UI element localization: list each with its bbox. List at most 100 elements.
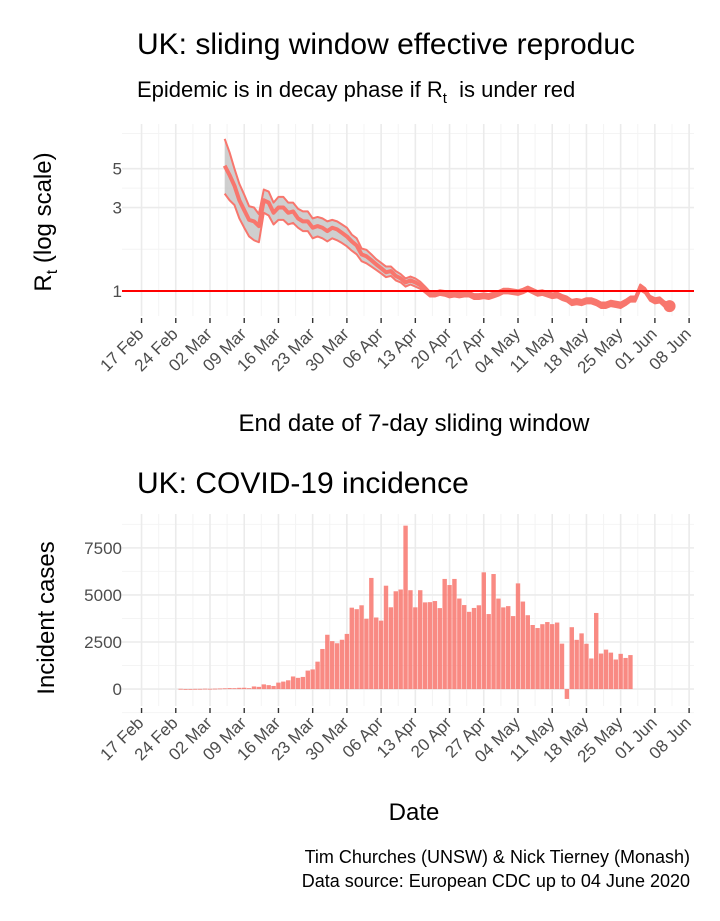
incidence-chart-title: UK: COVID-19 incidence <box>137 467 469 500</box>
incidence-bar <box>628 655 633 690</box>
incidence-bar <box>344 633 350 690</box>
incidence-bar <box>227 688 232 690</box>
incidence-bar <box>178 688 183 690</box>
rt-confidence-ribbon <box>224 138 670 309</box>
incidence-bar <box>246 688 252 690</box>
rt-chart-title: UK: sliding window effective reproduc <box>137 28 635 61</box>
incidence-y-tick-label: 7500 <box>84 539 122 558</box>
incidence-bar <box>330 641 335 690</box>
incidence-bar <box>383 585 389 690</box>
incidence-bar <box>618 653 623 690</box>
incidence-bar <box>364 618 369 690</box>
incidence-bar <box>359 605 364 690</box>
incidence-bar <box>237 687 242 690</box>
incidence-bar <box>574 639 579 690</box>
incidence-bar <box>481 572 486 690</box>
incidence-bar <box>266 685 271 690</box>
incidence-bar <box>579 633 584 690</box>
incidence-bar <box>466 611 472 690</box>
rt-latest-point <box>663 300 676 313</box>
rt-estimate-line <box>222 164 671 308</box>
rt-y-axis-title: Rt (log scale) <box>30 152 61 291</box>
incidence-y-tick-label: 2500 <box>84 633 122 652</box>
rt-y-tick-label: 5 <box>113 160 122 179</box>
incidence-bar <box>251 686 257 690</box>
incidence-bar <box>256 686 262 690</box>
incidence-bar <box>334 643 340 690</box>
incidence-y-tick-label: 5000 <box>84 586 122 605</box>
incidence-bar <box>408 590 413 690</box>
incidence-bar <box>398 589 403 690</box>
incidence-bar <box>198 688 203 690</box>
incidence-bar <box>193 688 198 690</box>
incidence-bar <box>300 676 306 690</box>
incidence-bar <box>535 628 540 690</box>
incidence-bar <box>530 625 535 690</box>
incidence-y-axis-title: Incident cases <box>33 541 60 694</box>
incidence-bar <box>369 577 374 690</box>
incidence-bar <box>594 612 599 690</box>
incidence-bar <box>623 657 628 690</box>
incidence-bar <box>442 578 447 690</box>
incidence-bar <box>286 680 291 690</box>
rt-chart: UK: sliding window effective reproduc Ep… <box>30 28 695 437</box>
incidence-y-tick-label: 0 <box>113 680 122 699</box>
incidence-x-axis-title: Date <box>389 799 440 826</box>
incidence-bar <box>506 606 511 690</box>
rt-y-tick-label: 3 <box>113 199 122 218</box>
incidence-bar <box>276 682 281 690</box>
incidence-bar <box>217 688 222 690</box>
incidence-bar <box>325 634 330 690</box>
incidence-bar <box>525 615 530 690</box>
incidence-bar <box>520 601 526 690</box>
incidence-bar <box>232 688 237 690</box>
incidence-bar <box>315 661 320 690</box>
incidence-bar <box>281 681 286 690</box>
rt-chart-subtitle: Epidemic is in decay phase if Rt is unde… <box>137 77 575 107</box>
incidence-bar <box>476 605 482 690</box>
incidence-bar <box>290 676 296 690</box>
incidence-bar <box>457 598 462 690</box>
rt-y-tick-label: 1 <box>113 282 122 301</box>
incidence-bar <box>418 590 423 690</box>
incidence-bar <box>554 622 560 690</box>
incidence-bar <box>447 585 452 690</box>
incidence-bar <box>349 607 354 690</box>
incidence-bar <box>486 614 491 690</box>
incidence-bar <box>212 688 218 690</box>
incidence-bar <box>261 684 266 690</box>
incidence-bar <box>496 598 501 690</box>
incidence-bar <box>388 607 394 690</box>
incidence-bar <box>510 616 516 690</box>
incidence-bar <box>589 658 594 690</box>
incidence-bar <box>207 688 213 690</box>
incidence-bar <box>339 639 345 690</box>
incidence-bar <box>183 688 188 690</box>
rt-lower-bound-line <box>223 193 670 310</box>
incidence-bar <box>427 602 433 690</box>
incidence-bar <box>305 670 310 690</box>
incidence-bar <box>432 601 438 690</box>
incidence-bar <box>471 607 477 690</box>
incidence-bar <box>393 591 398 690</box>
incidence-bar <box>584 643 589 690</box>
incidence-bar <box>452 578 457 690</box>
incidence-bar <box>608 652 614 690</box>
incidence-bar <box>242 687 247 690</box>
incidence-bar <box>540 624 545 690</box>
incidence-bar <box>222 688 227 690</box>
incidence-bar <box>354 609 359 690</box>
incidence-bar <box>310 669 315 690</box>
incidence-bar <box>613 659 618 690</box>
incidence-bar <box>413 607 418 690</box>
caption-authors: Tim Churches (UNSW) & Nick Tierney (Mona… <box>305 847 690 867</box>
incidence-bar <box>501 607 506 690</box>
incidence-bar <box>559 643 565 690</box>
incidence-bar <box>295 677 301 690</box>
incidence-bar <box>378 620 384 690</box>
incidence-bar <box>320 648 325 690</box>
